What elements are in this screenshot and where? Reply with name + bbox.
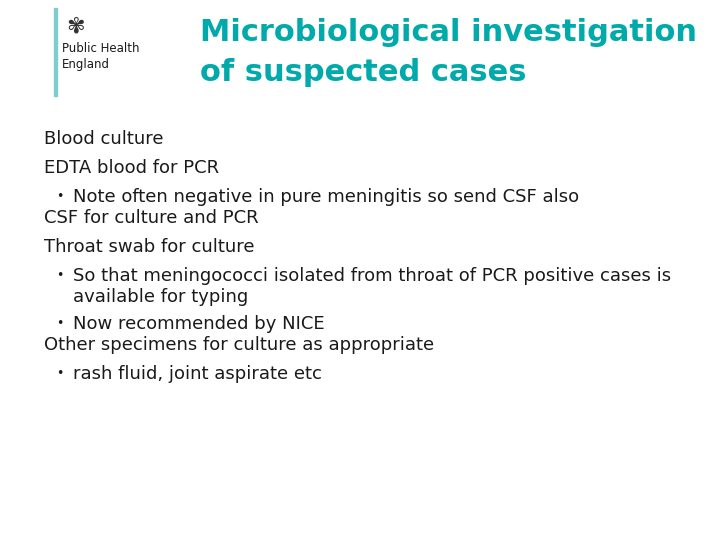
Text: •: • xyxy=(56,317,63,330)
Text: England: England xyxy=(62,58,110,71)
Text: Public Health: Public Health xyxy=(62,42,140,55)
Text: Note often negative in pure meningitis so send CSF also: Note often negative in pure meningitis s… xyxy=(73,188,579,206)
Text: available for typing: available for typing xyxy=(73,288,248,306)
Text: Now recommended by NICE: Now recommended by NICE xyxy=(73,315,325,333)
Text: ✾: ✾ xyxy=(67,16,85,36)
Text: Throat swab for culture: Throat swab for culture xyxy=(44,238,254,256)
Text: •: • xyxy=(56,269,63,282)
Text: CSF for culture and PCR: CSF for culture and PCR xyxy=(44,209,258,227)
Text: Microbiological investigation: Microbiological investigation xyxy=(200,18,697,47)
Text: of suspected cases: of suspected cases xyxy=(200,58,526,87)
Text: Blood culture: Blood culture xyxy=(44,130,163,148)
Text: •: • xyxy=(56,190,63,203)
Text: rash fluid, joint aspirate etc: rash fluid, joint aspirate etc xyxy=(73,365,322,383)
Bar xyxy=(54,8,57,96)
Text: So that meningococci isolated from throat of PCR positive cases is: So that meningococci isolated from throa… xyxy=(73,267,671,285)
Text: Other specimens for culture as appropriate: Other specimens for culture as appropria… xyxy=(44,336,434,354)
Text: •: • xyxy=(56,367,63,380)
Text: EDTA blood for PCR: EDTA blood for PCR xyxy=(44,159,219,177)
